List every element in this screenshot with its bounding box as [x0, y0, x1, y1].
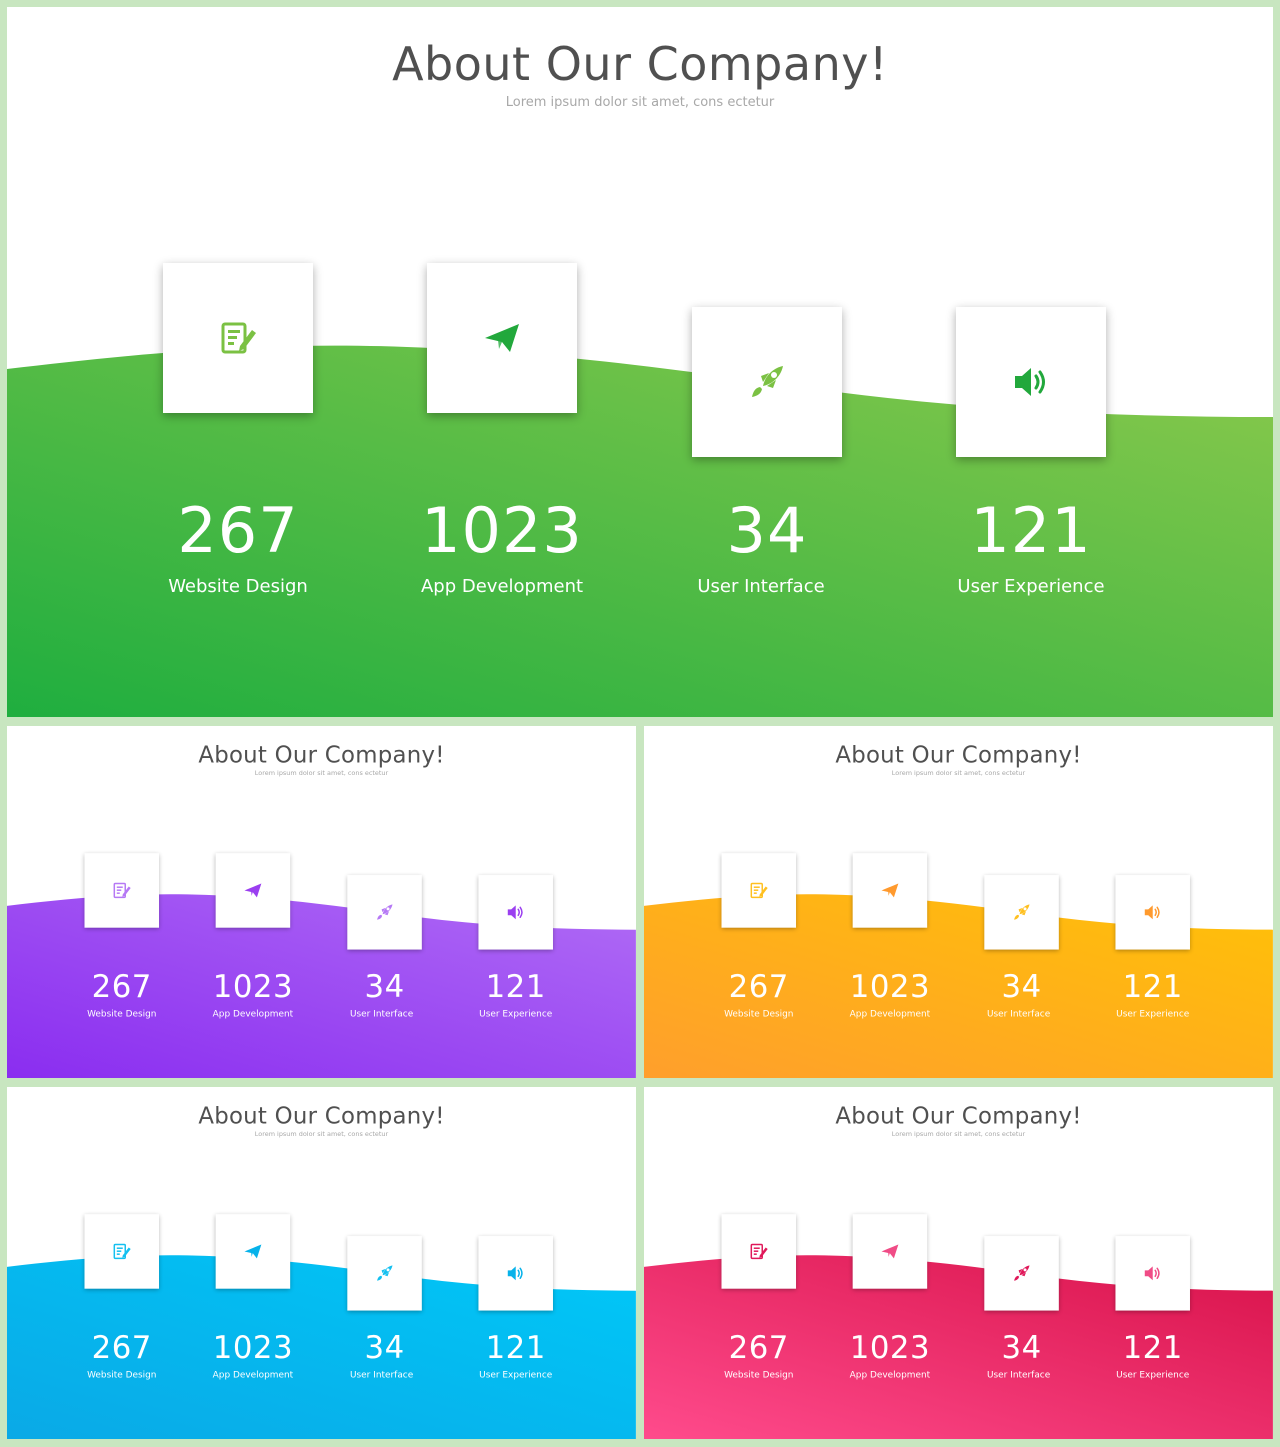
stat-value-website-design: 267 [728, 1328, 789, 1366]
speaker-icon [1143, 1263, 1163, 1283]
stat-value-app-development: 1023 [421, 494, 583, 567]
stat-label-website-design: Website Design [724, 1008, 794, 1020]
stat-value-user-interface: 34 [1001, 967, 1042, 1005]
document-edit-icon [749, 881, 769, 901]
stat-value-app-development: 1023 [212, 1328, 294, 1366]
rocket-icon [1012, 902, 1032, 922]
stat-label-user-experience: User Experience [1116, 1369, 1190, 1381]
paper-plane-icon [482, 318, 522, 358]
document-edit-icon [112, 1242, 132, 1262]
stat-label-user-experience: User Experience [479, 1369, 553, 1381]
slide-subtitle: Lorem ipsum dolor sit amet, cons ectetur [254, 1130, 389, 1139]
speaker-icon [1143, 902, 1163, 922]
stat-value-website-design: 267 [728, 967, 789, 1005]
stat-value-website-design: 267 [177, 494, 299, 567]
card-user-interface [347, 1236, 422, 1311]
stat-value-website-design: 267 [91, 967, 152, 1005]
slide-subtitle: Lorem ipsum dolor sit amet, cons ectetur [891, 769, 1026, 778]
card-website-design [84, 1214, 160, 1289]
stat-value-user-interface: 34 [364, 967, 405, 1005]
stat-label-app-development: App Development [849, 1369, 931, 1381]
slide-title: About Our Company! [835, 1101, 1082, 1129]
slide-title: About Our Company! [198, 1101, 445, 1129]
speaker-icon [506, 1263, 526, 1283]
stat-label-user-interface: User Interface [697, 576, 825, 597]
slide-subtitle: Lorem ipsum dolor sit amet, cons ectetur [891, 1130, 1026, 1139]
card-user-interface [984, 875, 1059, 950]
card-app-development [427, 263, 577, 413]
stat-value-user-interface: 34 [1001, 1328, 1042, 1366]
paper-plane-icon [243, 1242, 263, 1262]
document-edit-icon [218, 318, 258, 358]
slide-green: About Our Company! Lorem ipsum dolor sit… [7, 7, 1273, 717]
document-edit-icon [749, 1242, 769, 1262]
card-user-experience [956, 307, 1106, 457]
slide-blue: About Our Company! Lorem ipsum dolor sit… [7, 1087, 636, 1439]
stat-label-website-design: Website Design [724, 1369, 794, 1381]
speaker-icon [506, 902, 526, 922]
slide-title: About Our Company! [835, 740, 1082, 768]
card-user-experience [478, 875, 553, 950]
stat-value-app-development: 1023 [849, 1328, 931, 1366]
slide-title: About Our Company! [198, 740, 445, 768]
document-edit-icon [112, 881, 132, 901]
slide-orange: About Our Company! Lorem ipsum dolor sit… [644, 726, 1273, 1078]
rocket-icon [375, 1263, 395, 1283]
stat-value-website-design: 267 [91, 1328, 152, 1366]
card-website-design [721, 853, 797, 928]
card-website-design [163, 263, 313, 413]
card-website-design [721, 1214, 797, 1289]
stat-value-user-experience: 121 [485, 1328, 546, 1366]
stat-label-website-design: Website Design [168, 576, 308, 597]
stat-label-user-interface: User Interface [986, 1369, 1051, 1381]
card-app-development [215, 853, 291, 928]
stat-label-app-development: App Development [849, 1008, 931, 1020]
stat-value-app-development: 1023 [849, 967, 931, 1005]
paper-plane-icon [880, 881, 900, 901]
card-user-interface [692, 307, 842, 457]
card-website-design [84, 853, 160, 928]
rocket-icon [1012, 1263, 1032, 1283]
rocket-icon [375, 902, 395, 922]
slide-title: About Our Company! [392, 37, 888, 91]
paper-plane-icon [243, 881, 263, 901]
card-app-development [215, 1214, 291, 1289]
stat-value-user-interface: 34 [726, 494, 808, 567]
card-user-experience [478, 1236, 553, 1311]
rocket-icon [747, 362, 787, 402]
stat-label-website-design: Website Design [87, 1008, 157, 1020]
card-app-development [852, 1214, 928, 1289]
card-user-interface [347, 875, 422, 950]
slide-subtitle: Lorem ipsum dolor sit amet, cons ectetur [505, 95, 775, 110]
card-user-experience [1115, 875, 1190, 950]
paper-plane-icon [880, 1242, 900, 1262]
slide-subtitle: Lorem ipsum dolor sit amet, cons ectetur [254, 769, 389, 778]
stat-value-user-experience: 121 [1122, 1328, 1183, 1366]
card-user-experience [1115, 1236, 1190, 1311]
slide-pink: About Our Company! Lorem ipsum dolor sit… [644, 1087, 1273, 1439]
stat-label-user-experience: User Experience [957, 576, 1105, 597]
stat-label-app-development: App Development [212, 1369, 294, 1381]
card-user-interface [984, 1236, 1059, 1311]
stat-value-user-experience: 121 [970, 494, 1092, 567]
stat-value-user-interface: 34 [364, 1328, 405, 1366]
speaker-icon [1011, 362, 1051, 402]
stat-label-user-interface: User Interface [986, 1008, 1051, 1020]
card-app-development [852, 853, 928, 928]
stat-value-user-experience: 121 [1122, 967, 1183, 1005]
stat-value-app-development: 1023 [212, 967, 294, 1005]
stat-label-app-development: App Development [420, 576, 584, 597]
stat-label-user-interface: User Interface [349, 1369, 414, 1381]
slide-purple: About Our Company! Lorem ipsum dolor sit… [7, 726, 636, 1078]
stat-label-user-experience: User Experience [479, 1008, 553, 1020]
stat-label-app-development: App Development [212, 1008, 294, 1020]
stat-label-website-design: Website Design [87, 1369, 157, 1381]
stat-label-user-experience: User Experience [1116, 1008, 1190, 1020]
stat-value-user-experience: 121 [485, 967, 546, 1005]
stat-label-user-interface: User Interface [349, 1008, 414, 1020]
